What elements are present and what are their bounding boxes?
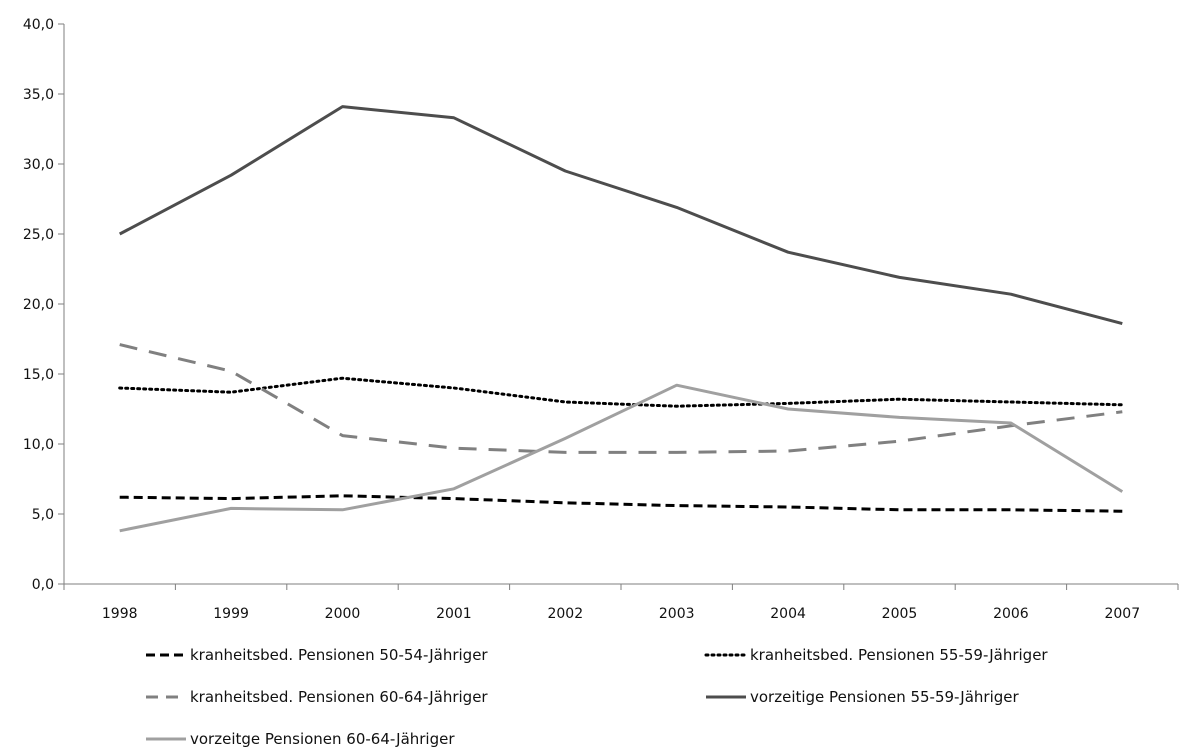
legend-label: kranheitsbed. Pensionen 55-59-Jähriger: [750, 646, 1048, 664]
y-tick-label: 40,0: [23, 17, 54, 33]
series-line-2: [118, 376, 1124, 408]
x-tick-label: 2004: [770, 606, 806, 622]
legend-item-4: vorzeitige Pensionen 55-59-Jähriger: [706, 688, 1020, 706]
y-tick-label: 15,0: [23, 367, 54, 383]
x-tick-label: 2003: [659, 606, 695, 622]
x-tick-label: 2001: [436, 606, 472, 622]
x-tick-label: 1998: [102, 606, 138, 622]
legend-item-2: kranheitsbed. Pensionen 55-59-Jähriger: [704, 646, 1048, 664]
series-lines: [118, 105, 1124, 533]
legend-item-3: kranheitsbed. Pensionen 60-64-Jähriger: [146, 688, 488, 706]
x-tick-label: 2005: [882, 606, 918, 622]
y-tick-label: 0,0: [32, 577, 54, 593]
x-tick-label: 2007: [1104, 606, 1140, 622]
legend-label: kranheitsbed. Pensionen 50-54-Jähriger: [190, 646, 488, 664]
series-line-5: [119, 383, 1124, 533]
y-tick-label: 10,0: [23, 437, 54, 453]
legend-label: vorzeitge Pensionen 60-64-Jähriger: [190, 730, 455, 748]
y-tick-label: 35,0: [23, 87, 54, 103]
legend-label: kranheitsbed. Pensionen 60-64-Jähriger: [190, 688, 488, 706]
legend-label: vorzeitige Pensionen 55-59-Jähriger: [750, 688, 1020, 706]
legend-item-1: kranheitsbed. Pensionen 50-54-Jähriger: [146, 646, 488, 664]
y-tick-label: 30,0: [23, 157, 54, 173]
x-tick-label: 2002: [547, 606, 583, 622]
y-tick-label: 5,0: [32, 507, 54, 523]
x-tick-label: 2000: [325, 606, 361, 622]
axes: 0,0 5,0 10,0 15,0 20,0 25,0 30,0 35,0 40,0 1998 19…: [23, 17, 1179, 622]
y-tick-label: 20,0: [23, 297, 54, 313]
x-tick-label: 1999: [213, 606, 249, 622]
legend-item-5: vorzeitge Pensionen 60-64-Jähriger: [146, 730, 455, 748]
series-line-3: [119, 343, 1123, 454]
legend: kranheitsbed. Pensionen 50-54-Jähriger kr…: [146, 646, 1048, 748]
x-tick-label: 2006: [993, 606, 1029, 622]
series-line-4: [118, 105, 1123, 326]
y-tick-label: 25,0: [23, 227, 54, 243]
